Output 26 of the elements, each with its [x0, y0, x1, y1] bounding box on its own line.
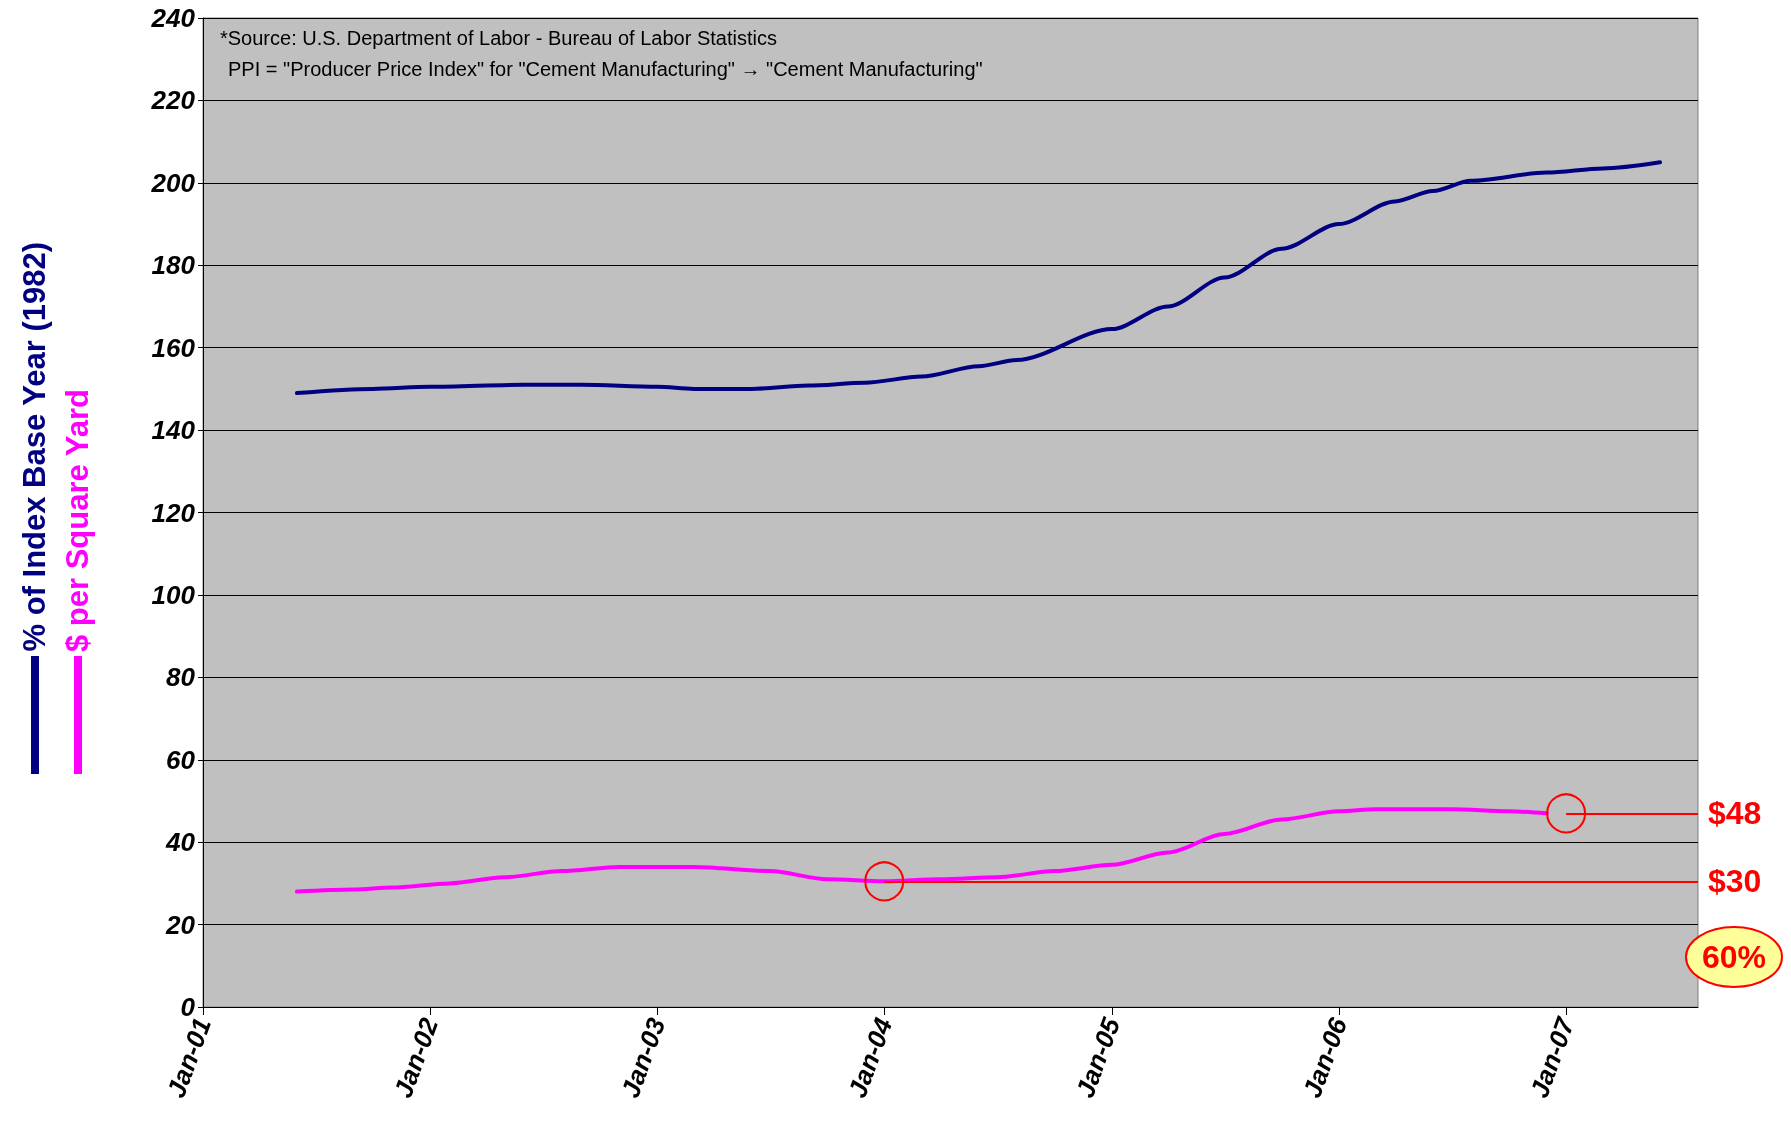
- text: 60%: [1701, 939, 1767, 975]
- y-tick-label: 220: [150, 85, 196, 116]
- y-tick-label: 100: [151, 579, 196, 610]
- x-tick-label: Jan-07: [1523, 1012, 1581, 1102]
- x-tick-label: Jan-03: [614, 1013, 672, 1102]
- y-tick-label: 120: [151, 497, 196, 528]
- y-tick-label: 80: [166, 662, 196, 693]
- text: % of Index Base Year (1982): [17, 242, 52, 652]
- line-series: [294, 160, 1663, 395]
- y-tick-label: 20: [165, 909, 196, 940]
- y-tick-label: 200: [150, 167, 196, 198]
- y-tick-label: 40: [165, 827, 196, 858]
- annotation: *Source: U.S. Department of Labor - Bureau of Labor Statistics: [220, 27, 777, 49]
- x-tick-label: Jan-05: [1069, 1013, 1127, 1102]
- y-tick-label: 60: [166, 744, 196, 775]
- x-tick-label: Jan-04: [841, 1013, 899, 1102]
- annotation: $30: [1708, 863, 1762, 900]
- x-tick-label: Jan-06: [1296, 1013, 1354, 1102]
- text: $ per Square Yard: [60, 388, 95, 652]
- annotation: PPI = "Producer Price Index" for "Cement Manufacturing" → "Cement Manufacturing": [228, 58, 983, 80]
- annotation: $48: [1708, 795, 1762, 832]
- y-tick-label: 240: [150, 3, 196, 33]
- x-tick-label: Jan-02: [387, 1013, 445, 1102]
- y-tick-label: 140: [151, 415, 196, 446]
- y-tick-label: 180: [151, 250, 196, 281]
- y-tick-label: 160: [151, 332, 196, 363]
